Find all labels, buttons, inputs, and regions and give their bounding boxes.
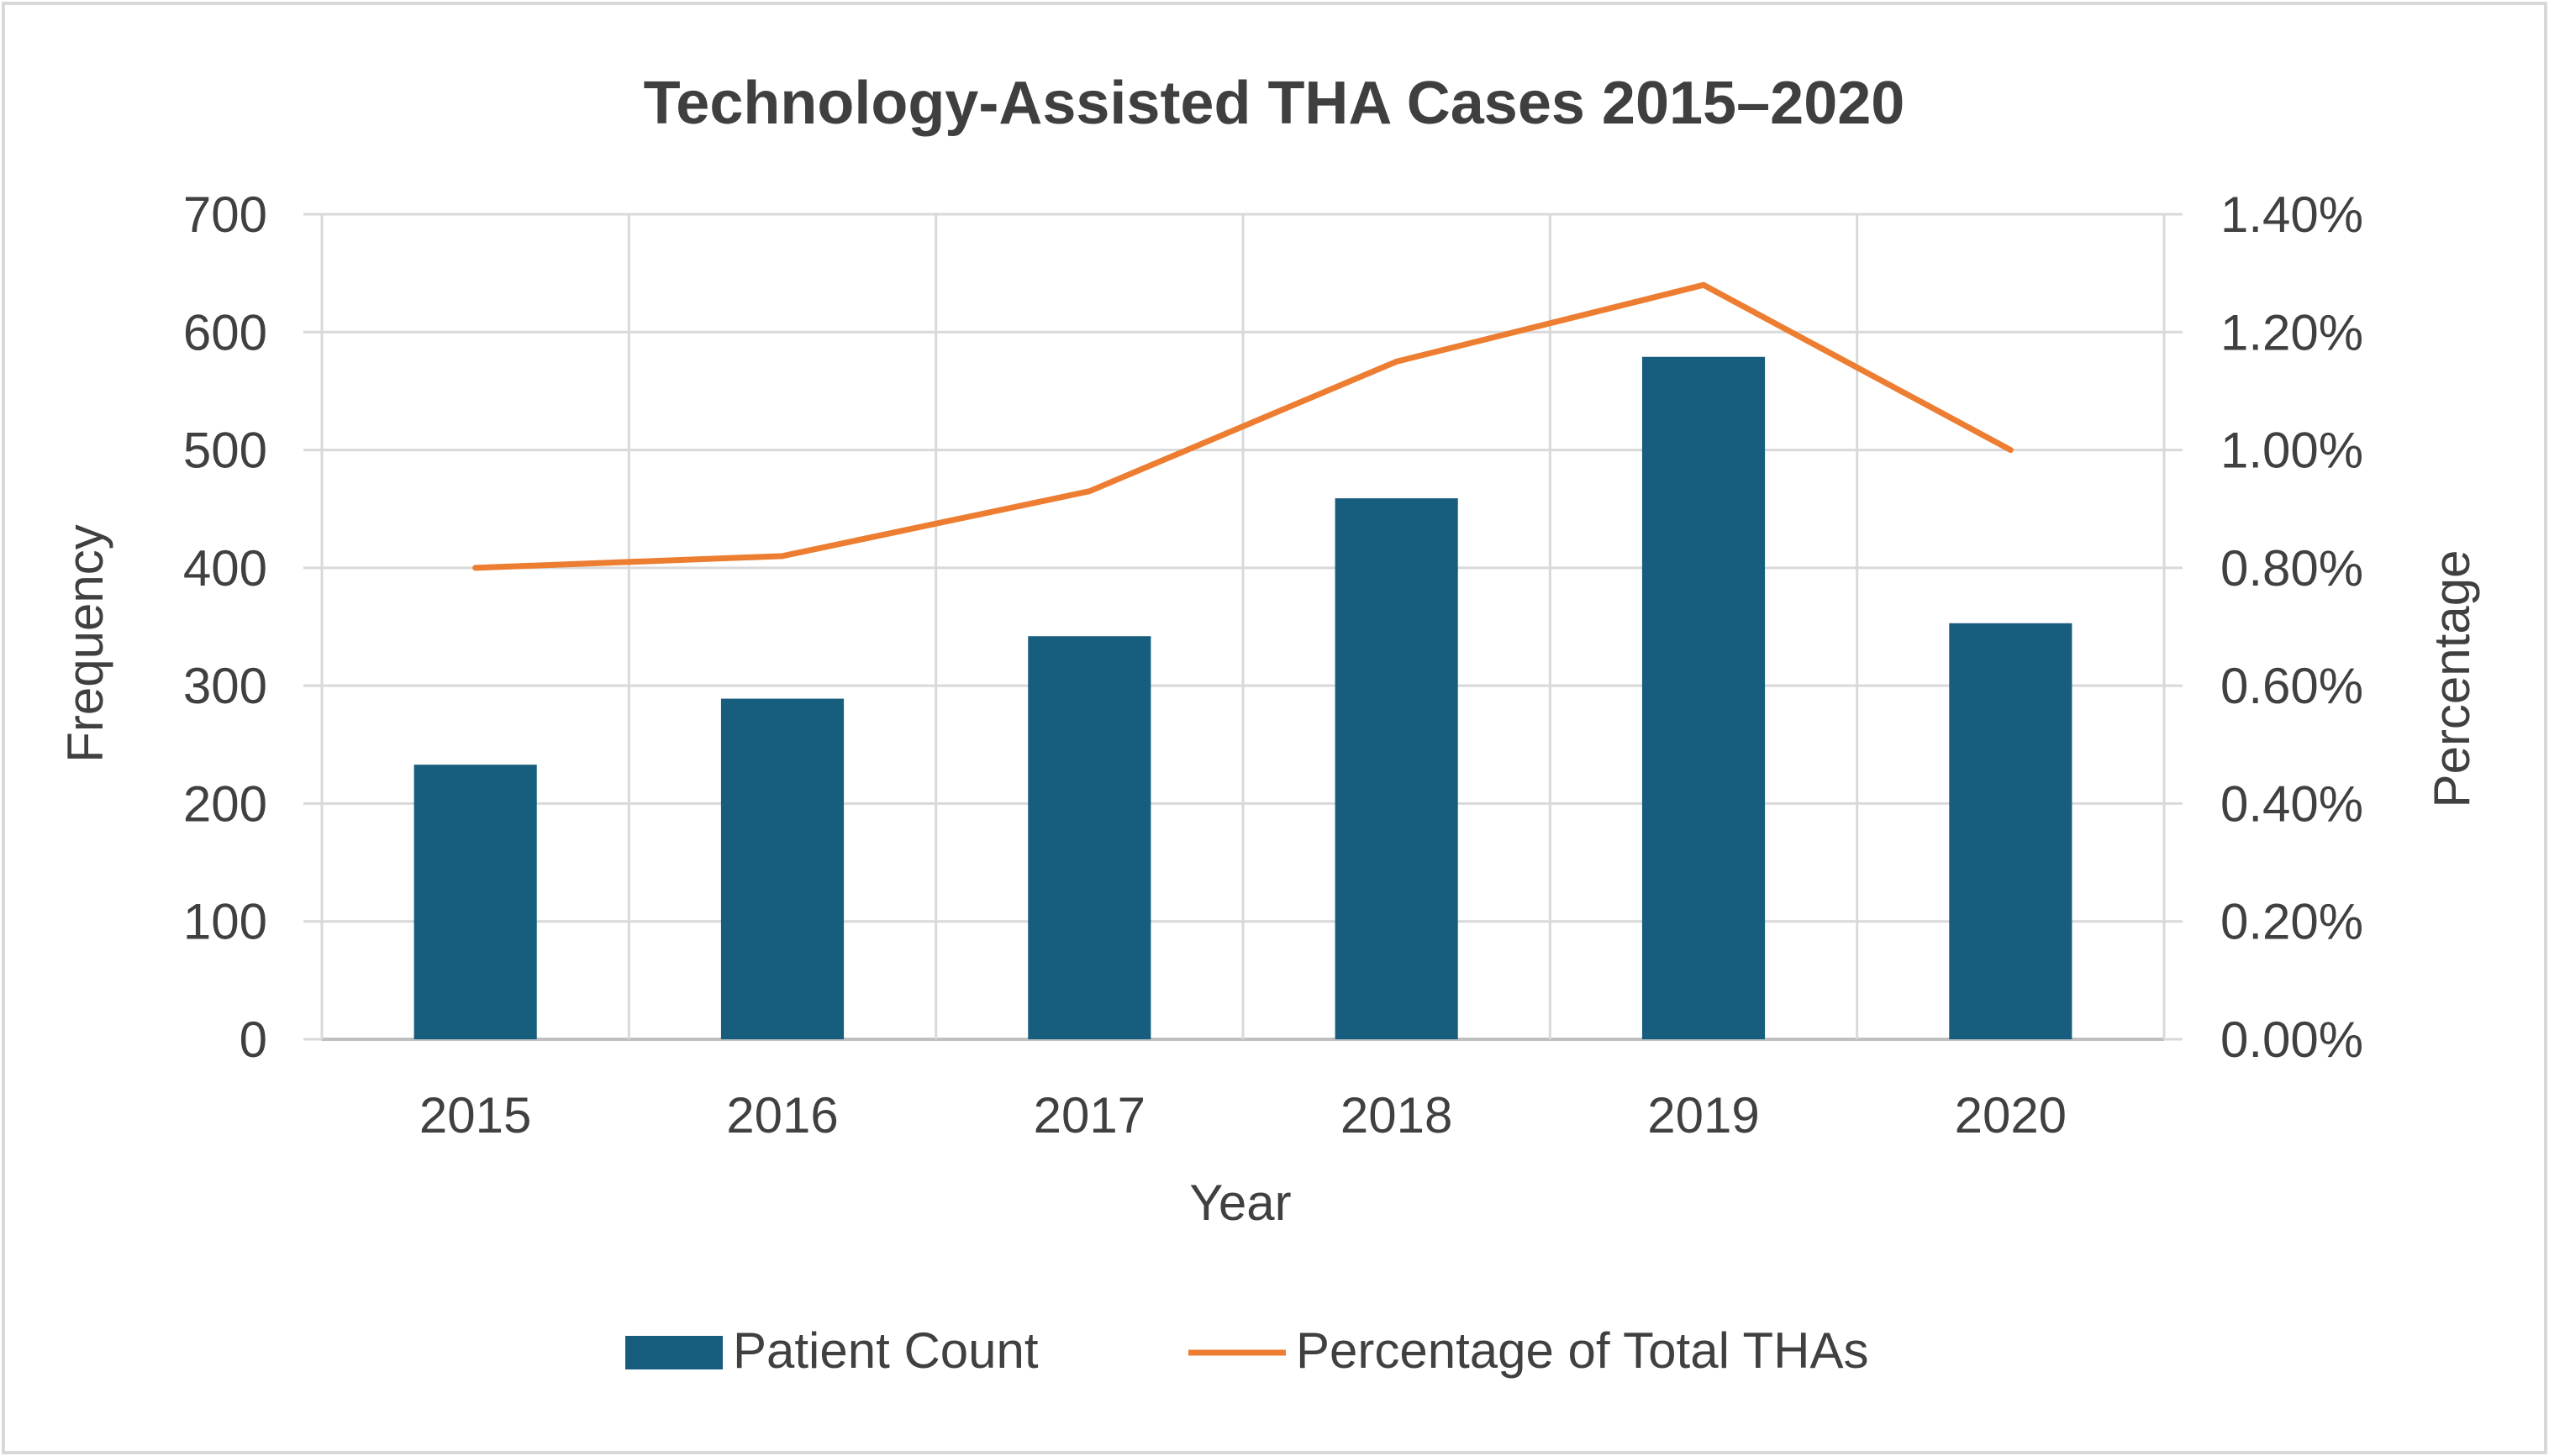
bar-2016 <box>720 698 845 1039</box>
line-series <box>472 281 2014 571</box>
y-tick-label-right: 0.20% <box>2220 894 2363 950</box>
y-tick-label-right: 0.80% <box>2220 540 2363 597</box>
y-tick-label-left: 700 <box>183 187 267 243</box>
legend-swatch-patient-count <box>625 1336 723 1369</box>
y-tick-label-right: 0.60% <box>2220 658 2363 714</box>
y-axis-left-ticks: 0 100 200 300 400 500 600 700 <box>183 187 267 1068</box>
bar-2017 <box>1028 636 1151 1039</box>
bar-series <box>413 356 2072 1039</box>
x-tick-label: 2018 <box>1340 1087 1452 1143</box>
legend-label-patient-count: Patient Count <box>733 1322 1039 1379</box>
bar-2015 <box>413 765 537 1039</box>
x-tick-label: 2015 <box>419 1087 531 1143</box>
bar-2018 <box>1335 498 1458 1039</box>
y-axis-title: Frequency <box>57 524 113 762</box>
y-tick-label-left: 0 <box>240 1012 267 1068</box>
y-tick-label-right: 0.40% <box>2220 775 2363 832</box>
line-percentage-of-total <box>472 281 2014 571</box>
chart-title: Technology-Assisted THA Cases 2015–2020 <box>644 70 1905 137</box>
y-tick-label-left: 100 <box>183 894 267 950</box>
x-tick-label: 2020 <box>1955 1087 2067 1143</box>
gridlines <box>303 213 2183 1041</box>
y-tick-label-left: 400 <box>183 540 267 597</box>
y2-axis-title: Percentage <box>2424 550 2480 808</box>
bar-2019 <box>1641 356 1766 1039</box>
y-tick-label-left: 500 <box>183 423 267 479</box>
legend: Patient Count Percentage of Total THAs <box>625 1322 1869 1379</box>
y-tick-label-right: 1.40% <box>2220 187 2363 243</box>
x-axis-title: Year <box>1189 1175 1291 1231</box>
y-tick-label-left: 200 <box>183 775 267 832</box>
y-tick-label-right: 1.20% <box>2220 304 2363 360</box>
legend-label-percentage: Percentage of Total THAs <box>1296 1322 1869 1379</box>
x-tick-label: 2016 <box>726 1087 838 1143</box>
y-tick-label-right: 0.00% <box>2220 1012 2363 1068</box>
y-tick-label-left: 300 <box>183 658 267 714</box>
x-tick-label: 2019 <box>1647 1087 1759 1143</box>
bar-2020 <box>1949 623 2072 1039</box>
x-tick-label: 2017 <box>1034 1087 1145 1143</box>
y-tick-label-left: 600 <box>183 304 267 360</box>
y-axis-right-ticks: 0.00% 0.20% 0.40% 0.60% 0.80% 1.00% 1.20% 1.40% <box>2220 187 2363 1068</box>
x-axis-ticks: 2015 2016 2017 2018 2019 2020 <box>419 1087 2067 1143</box>
y-tick-label-right: 1.00% <box>2220 423 2363 479</box>
